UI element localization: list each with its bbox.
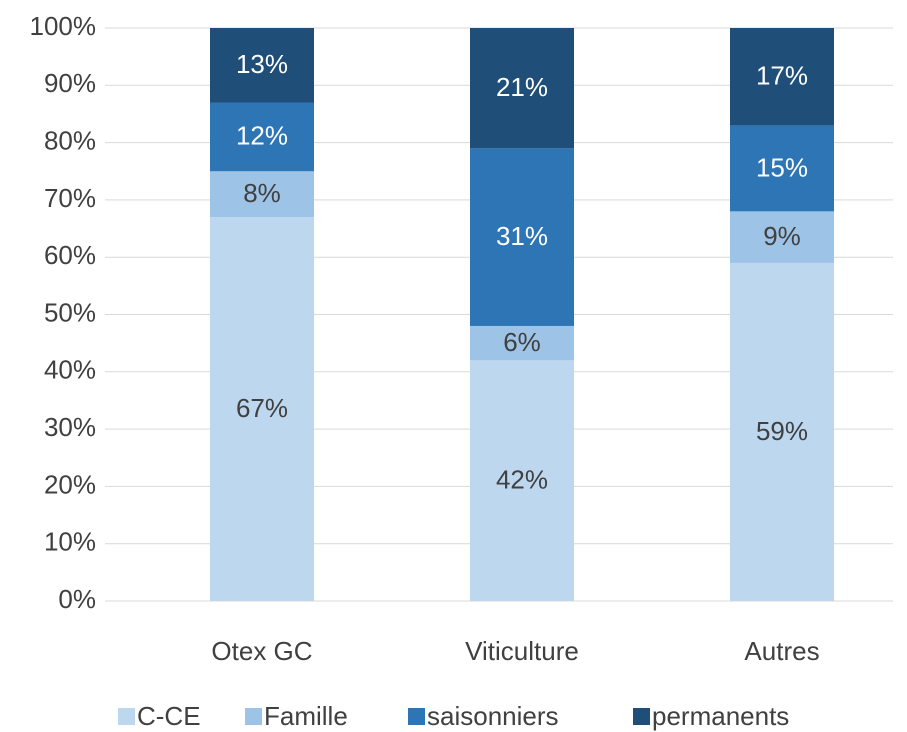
bar-segment bbox=[470, 28, 574, 149]
data-label: 15% bbox=[756, 152, 808, 182]
y-tick-label: 90% bbox=[44, 68, 96, 98]
x-tick-label: Autres bbox=[744, 636, 819, 666]
bar-segment bbox=[210, 28, 314, 103]
legend-swatch bbox=[118, 708, 135, 725]
data-label: 67% bbox=[236, 393, 288, 423]
bar-segment bbox=[210, 217, 314, 601]
data-label: 17% bbox=[756, 61, 808, 91]
y-tick-label: 100% bbox=[30, 11, 97, 41]
legend-swatch bbox=[245, 708, 262, 725]
bar-segment bbox=[730, 125, 834, 212]
legend-swatch bbox=[633, 708, 650, 725]
y-tick-label: 40% bbox=[44, 355, 96, 385]
y-tick-label: 10% bbox=[44, 527, 96, 557]
data-label: 9% bbox=[763, 221, 801, 251]
data-label: 31% bbox=[496, 221, 548, 251]
data-label: 21% bbox=[496, 72, 548, 102]
bar-segment bbox=[470, 325, 574, 361]
y-tick-label: 0% bbox=[58, 584, 96, 614]
legend-label: C-CE bbox=[137, 701, 201, 731]
data-label: 6% bbox=[503, 327, 541, 357]
bar-segment bbox=[730, 262, 834, 601]
bar-segment bbox=[210, 102, 314, 172]
y-tick-label: 80% bbox=[44, 125, 96, 155]
bar-segment bbox=[210, 171, 314, 218]
bar-segment bbox=[470, 360, 574, 601]
y-tick-label: 30% bbox=[44, 412, 96, 442]
y-tick-label: 60% bbox=[44, 240, 96, 270]
data-label: 12% bbox=[236, 121, 288, 151]
data-label: 8% bbox=[243, 178, 281, 208]
bar-segment bbox=[730, 211, 834, 263]
data-label: 13% bbox=[236, 49, 288, 79]
data-label: 42% bbox=[496, 465, 548, 495]
legend-label: permanents bbox=[652, 701, 789, 731]
data-label: 59% bbox=[756, 416, 808, 446]
bar-segment bbox=[470, 148, 574, 326]
y-tick-label: 70% bbox=[44, 183, 96, 213]
bar-segment bbox=[730, 28, 834, 126]
legend-swatch bbox=[408, 708, 425, 725]
x-tick-label: Viticulture bbox=[465, 636, 579, 666]
y-tick-label: 20% bbox=[44, 469, 96, 499]
x-tick-label: Otex GC bbox=[211, 636, 312, 666]
legend-label: Famille bbox=[264, 701, 348, 731]
y-tick-label: 50% bbox=[44, 297, 96, 327]
legend-label: saisonniers bbox=[427, 701, 559, 731]
